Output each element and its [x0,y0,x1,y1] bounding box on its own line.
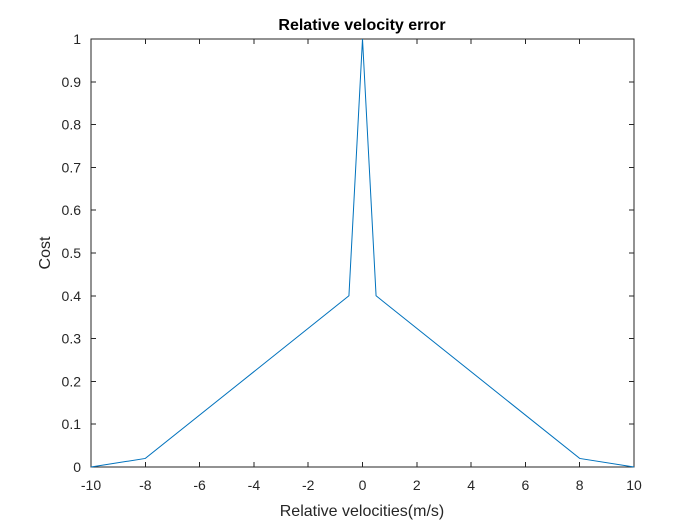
series-layer [90,38,635,468]
chart-title: Relative velocity error [278,17,445,34]
plot-area [90,38,635,468]
y-tick-label: 0.7 [62,159,82,175]
x-axis-label: Relative velocities(m/s) [280,503,444,520]
x-tick-label: -6 [193,477,206,493]
x-tick-label: -4 [248,477,261,493]
x-tick-label: 0 [359,477,367,493]
y-tick-label: 0.2 [62,373,82,389]
y-axis-ticks: 0 0.1 0.2 0.3 0.4 0.5 0.6 0.7 0.8 0.9 1 [62,31,634,475]
y-axis-label: Cost [37,236,54,269]
x-tick-label: 6 [522,477,530,493]
y-tick-label: 0.3 [62,331,82,347]
x-tick-label: -2 [302,477,315,493]
y-tick-label: 0.4 [62,288,82,304]
y-tick-label: 1 [73,31,81,47]
x-tick-label: -8 [139,477,152,493]
y-tick-label: 0.9 [62,74,82,90]
axes-box [90,38,635,468]
series-line [90,38,635,468]
x-tick-label: 4 [467,477,475,493]
y-tick-label: 0.8 [62,117,82,133]
y-tick-label: 0.1 [62,416,82,432]
x-tick-label: -10 [81,477,101,493]
x-tick-label: 2 [413,477,421,493]
x-tick-label: 8 [576,477,584,493]
y-tick-label: 0.6 [62,202,82,218]
y-tick-label: 0.5 [62,245,82,261]
y-tick-label: 0 [73,459,81,475]
x-tick-label: 10 [626,477,642,493]
